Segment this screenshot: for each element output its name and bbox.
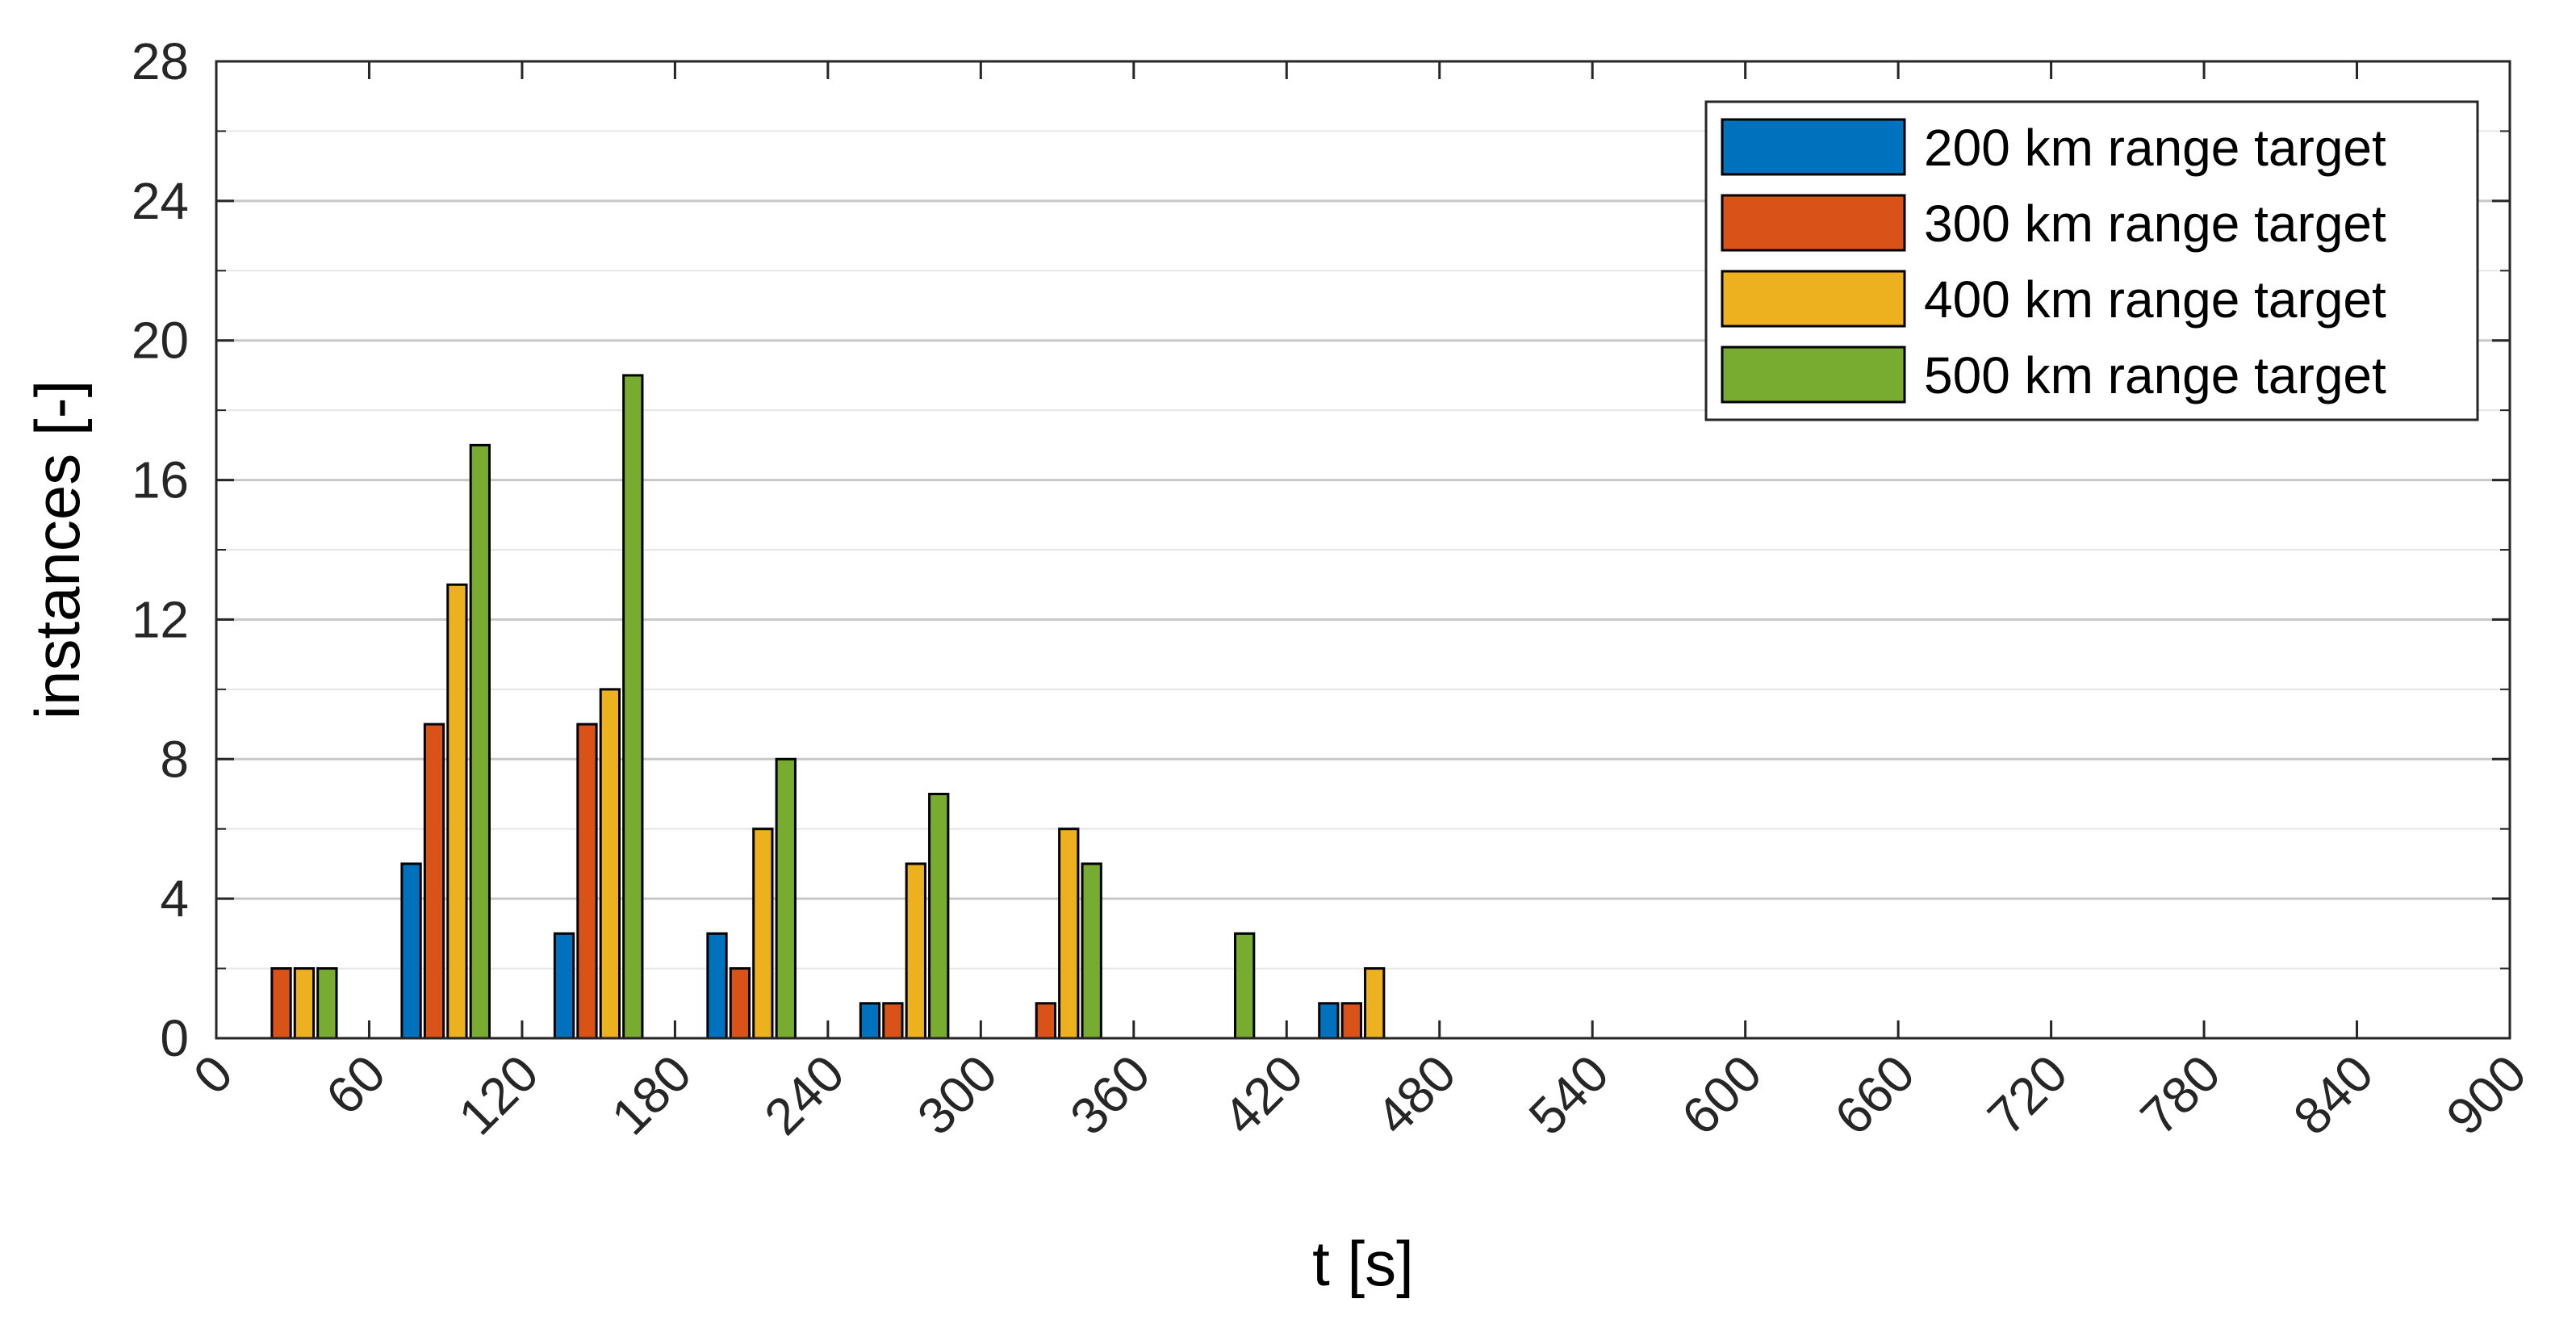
y-axis-label: instances [-]: [22, 380, 93, 720]
bar-1-bin-300: [859, 1002, 881, 1040]
bar-2-bin-120: [423, 723, 445, 1040]
legend-swatch: [1721, 346, 1906, 404]
x-tick-label: 660: [1824, 1044, 1926, 1146]
x-tick-labels: 0 60 120 180 240 300 360 420 480 540 600 660 720 780 8…: [182, 1044, 2537, 1146]
y-tick-label: 12: [132, 590, 189, 648]
legend-label: 500 km range target: [1924, 346, 2386, 404]
bar-2-bin-60: [270, 967, 292, 1040]
x-tick-label: 720: [1976, 1044, 2078, 1146]
x-tick-label: 180: [600, 1044, 702, 1146]
bar-1-bin-480: [1318, 1002, 1340, 1040]
x-tick-label: 480: [1365, 1044, 1466, 1146]
bar-3-bin-240: [752, 828, 774, 1040]
bar-4-bin-120: [469, 443, 491, 1040]
bar-1-bin-180: [553, 932, 575, 1040]
bar-3-bin-300: [905, 862, 926, 1040]
axis-ticks: [215, 60, 2511, 1040]
x-tick-label: 60: [315, 1044, 396, 1125]
y-tick-label: 4: [160, 869, 189, 928]
legend-label: 200 km range target: [1924, 119, 2386, 177]
x-axis-label: t [s]: [1312, 1228, 1414, 1299]
bar-4-bin-420: [1234, 932, 1256, 1040]
y-tick-label: 28: [132, 32, 189, 90]
bar-2-bin-180: [576, 723, 598, 1040]
bar-2-bin-240: [729, 967, 751, 1040]
x-tick-label: 120: [447, 1044, 549, 1146]
y-tick-labels: 0 4 8 12 16 20 24 28: [132, 32, 189, 1067]
x-tick-label: 780: [2130, 1044, 2231, 1146]
legend-swatch: [1721, 194, 1906, 252]
bar-4-bin-240: [775, 757, 797, 1040]
y-tick-label: 16: [132, 451, 189, 509]
legend: 200 km range target 300 km range target 40…: [1704, 100, 2479, 421]
bar-2-bin-480: [1340, 1002, 1362, 1040]
bar-1-bin-120: [400, 862, 422, 1040]
x-tick-label: 240: [753, 1044, 855, 1146]
bar-1-bin-240: [706, 932, 728, 1040]
y-tick-label: 8: [160, 730, 189, 788]
x-tick-label: 900: [2435, 1044, 2536, 1146]
y-tick-label: 0: [160, 1009, 189, 1067]
bar-3-bin-480: [1364, 967, 1386, 1040]
bar-4-bin-180: [622, 374, 644, 1040]
x-tick-label: 0: [182, 1044, 244, 1105]
x-tick-label: 600: [1671, 1044, 1772, 1146]
x-tick-label: 540: [1518, 1044, 1620, 1146]
bar-2-bin-300: [882, 1002, 904, 1040]
legend-label: 300 km range target: [1924, 195, 2386, 253]
x-tick-label: 420: [1212, 1044, 1314, 1146]
bar-4-bin-60: [316, 967, 338, 1040]
bar-3-bin-60: [293, 967, 316, 1040]
bars: [270, 374, 1386, 1040]
bar-4-bin-360: [1081, 862, 1102, 1040]
x-tick-label: 300: [906, 1044, 1008, 1146]
legend-swatch: [1721, 118, 1906, 176]
y-tick-label: 20: [132, 312, 189, 370]
legend-label: 400 km range target: [1924, 270, 2386, 329]
x-tick-label: 360: [1059, 1044, 1160, 1146]
legend-swatch: [1721, 270, 1906, 328]
bar-4-bin-300: [928, 793, 950, 1040]
bar-3-bin-180: [599, 688, 621, 1040]
y-tick-label: 24: [132, 172, 189, 230]
bar-3-bin-120: [446, 583, 468, 1040]
bar-3-bin-360: [1058, 828, 1080, 1040]
bar-2-bin-360: [1035, 1002, 1057, 1040]
x-tick-label: 840: [2282, 1044, 2384, 1146]
